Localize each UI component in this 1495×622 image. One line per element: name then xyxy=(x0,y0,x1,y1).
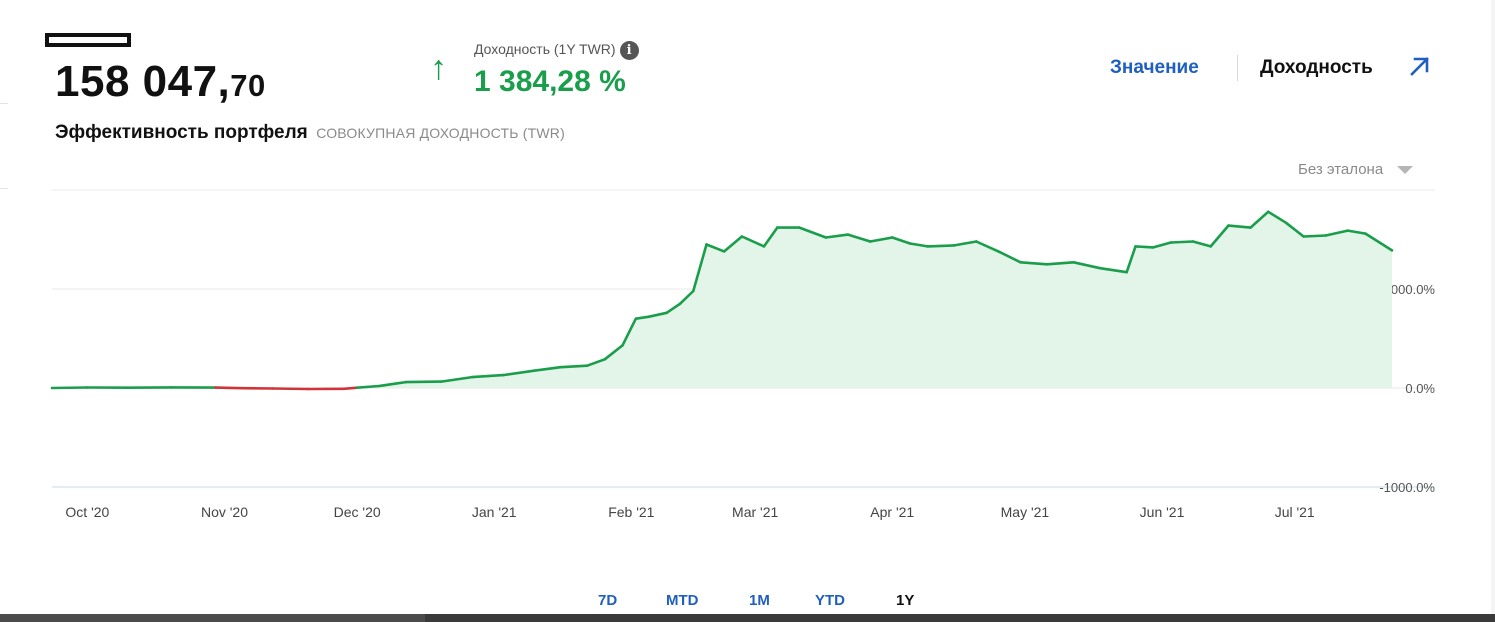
toggle-separator xyxy=(1237,55,1238,81)
performance-chart[interactable]: 1000.0% 0.0% -1000.0% Oct '20 Nov '20 Dec '20… xyxy=(0,180,1495,525)
series-line-segment xyxy=(1098,266,1128,274)
series-line-segment xyxy=(214,386,244,390)
series-line-segment xyxy=(1209,224,1230,248)
series-line-segment xyxy=(665,302,682,315)
portfolio-total-value: 158 047,70 xyxy=(55,56,266,112)
range-button-mtd[interactable]: MTD xyxy=(666,592,699,609)
series-line-segment xyxy=(1302,234,1327,238)
x-tick-label: Oct '20 xyxy=(65,504,109,520)
range-button-1y[interactable]: 1Y xyxy=(896,592,915,609)
series-line-segment xyxy=(603,344,624,361)
scrollbar-track[interactable] xyxy=(1491,0,1495,614)
series-line-segment xyxy=(377,380,408,388)
series-line-segment xyxy=(691,243,708,293)
series-line-segment xyxy=(908,242,929,248)
section-title: Эффективность портфеля xyxy=(55,122,308,143)
benchmark-dropdown[interactable]: Без эталона xyxy=(1298,161,1414,178)
series-line-segment xyxy=(1169,240,1195,244)
series-line-segment xyxy=(532,365,562,372)
x-tick-label: Dec '20 xyxy=(334,504,381,520)
series-line-segment xyxy=(559,364,589,369)
series-line-segment xyxy=(355,384,381,389)
series-line-segment xyxy=(868,236,894,243)
series-line-segment xyxy=(501,369,536,377)
x-tick-label: Apr '21 xyxy=(870,504,914,520)
series-line-segment xyxy=(470,373,505,379)
time-range-selector: 7D MTD 1M YTD 1Y xyxy=(0,592,1495,614)
value-toggle-button[interactable]: Значение xyxy=(1110,57,1199,78)
left-panel-divider xyxy=(0,0,8,104)
redacted-account-box xyxy=(45,33,131,47)
info-icon[interactable]: i xyxy=(619,40,639,60)
series-line-segment xyxy=(722,235,744,253)
series-line-segment xyxy=(952,240,978,247)
series-line-segment xyxy=(1019,261,1049,266)
y-tick-label: -1000.0% xyxy=(1379,480,1435,495)
series-line-segment xyxy=(997,250,1022,264)
return-toggle-button[interactable]: Доходность xyxy=(1260,57,1373,78)
series-line-segment xyxy=(1151,241,1173,249)
range-button-7d[interactable]: 7D xyxy=(598,592,618,609)
series-line-segment xyxy=(1364,232,1394,252)
series-line-segment xyxy=(1324,229,1350,237)
series-line-segment xyxy=(798,226,828,239)
series-line-segment xyxy=(1072,261,1102,270)
series-line-segment xyxy=(1266,210,1288,225)
left-panel-divider xyxy=(0,188,8,189)
x-tick-label: Feb '21 xyxy=(608,504,654,520)
series-line-segment xyxy=(404,380,443,384)
series-line-segment xyxy=(342,386,359,391)
series-line-segment xyxy=(439,375,474,383)
series-line-segment xyxy=(647,311,669,318)
series-line-segment xyxy=(740,235,766,248)
series-line-segment xyxy=(1227,224,1252,229)
bottom-bar xyxy=(0,614,1495,622)
total-value-main: 158 047, xyxy=(55,57,231,106)
bottom-bar-segment xyxy=(0,614,425,622)
series-line-segment xyxy=(846,233,872,243)
series-line-segment xyxy=(1134,245,1155,249)
series-line-segment xyxy=(634,315,651,320)
series-line-segment xyxy=(1284,221,1305,238)
series-line-segment xyxy=(1346,229,1367,235)
x-tick-label: Jun '21 xyxy=(1140,504,1185,520)
series-line-segment xyxy=(762,226,779,248)
series-line-segment xyxy=(1125,245,1137,274)
total-value-cents: 70 xyxy=(230,68,266,103)
series-line-segment xyxy=(890,236,912,245)
x-tick-label: Jan '21 xyxy=(472,504,517,520)
series-line-segment xyxy=(1045,261,1075,266)
series-line-segment xyxy=(1191,240,1212,248)
series-line-segment xyxy=(1249,210,1270,229)
series-line-segment xyxy=(585,358,607,367)
series-line-segment xyxy=(621,317,638,347)
series-line-segment xyxy=(705,243,726,253)
performance-label-row: Доходность (1Y TWR) i xyxy=(474,40,639,60)
chevron-down-icon xyxy=(1397,166,1414,175)
series-line-segment xyxy=(678,289,695,306)
series-line-segment xyxy=(271,387,310,391)
x-tick-label: May '21 xyxy=(1001,504,1050,520)
x-tick-label: Jul '21 xyxy=(1275,504,1315,520)
arrow-up-icon: ↑ xyxy=(430,49,447,87)
y-tick-label: 0.0% xyxy=(1405,381,1435,396)
section-subtitle: СОВОКУПНАЯ ДОХОДНОСТЬ (TWR) xyxy=(316,125,565,141)
section-heading: Эффективность портфеля СОВОКУПНАЯ ДОХОДН… xyxy=(55,121,565,146)
range-button-1m[interactable]: 1M xyxy=(749,592,770,609)
series-line-segment xyxy=(50,386,89,390)
benchmark-selected: Без эталона xyxy=(1298,161,1384,178)
y-tick-label: 1000.0% xyxy=(1384,282,1436,297)
arrow-up-right-icon[interactable] xyxy=(1407,53,1433,79)
series-line-segment xyxy=(974,240,1000,253)
performance-label: Доходность (1Y TWR) xyxy=(474,41,616,57)
x-tick-label: Nov '20 xyxy=(201,504,248,520)
series-area xyxy=(52,211,1392,389)
performance-value: 1 384,28 % xyxy=(474,65,626,98)
range-button-ytd[interactable]: YTD xyxy=(815,592,845,609)
series-line-segment xyxy=(824,233,850,239)
series-line-segment xyxy=(926,244,956,248)
x-tick-label: Mar '21 xyxy=(732,504,778,520)
